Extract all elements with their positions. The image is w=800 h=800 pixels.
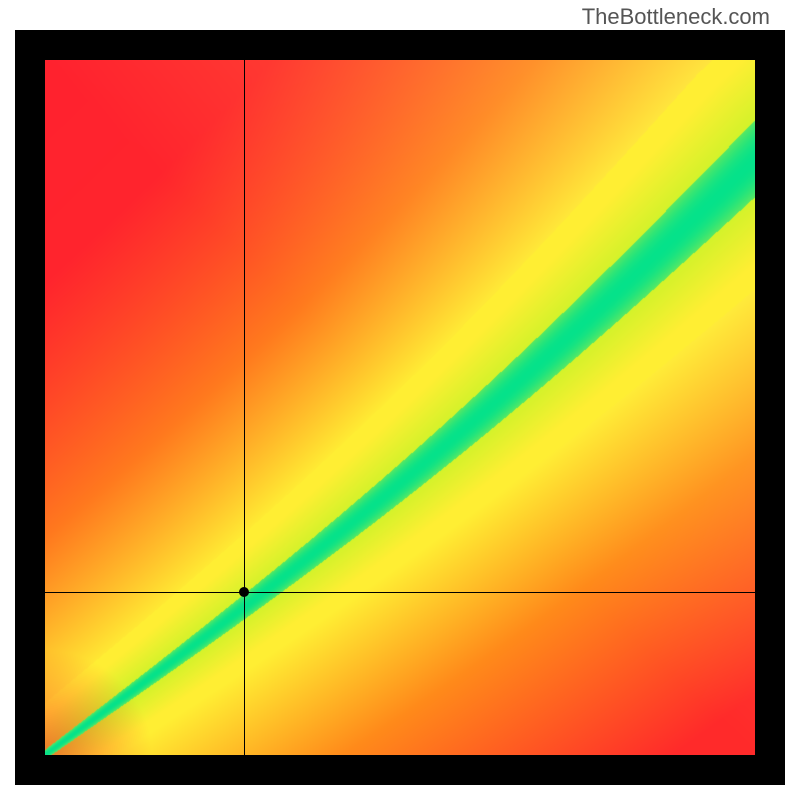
heatmap-canvas bbox=[45, 60, 755, 755]
chart-container: TheBottleneck.com bbox=[0, 0, 800, 800]
plot-area bbox=[45, 60, 755, 755]
plot-frame bbox=[15, 30, 785, 785]
watermark-text: TheBottleneck.com bbox=[582, 4, 770, 30]
